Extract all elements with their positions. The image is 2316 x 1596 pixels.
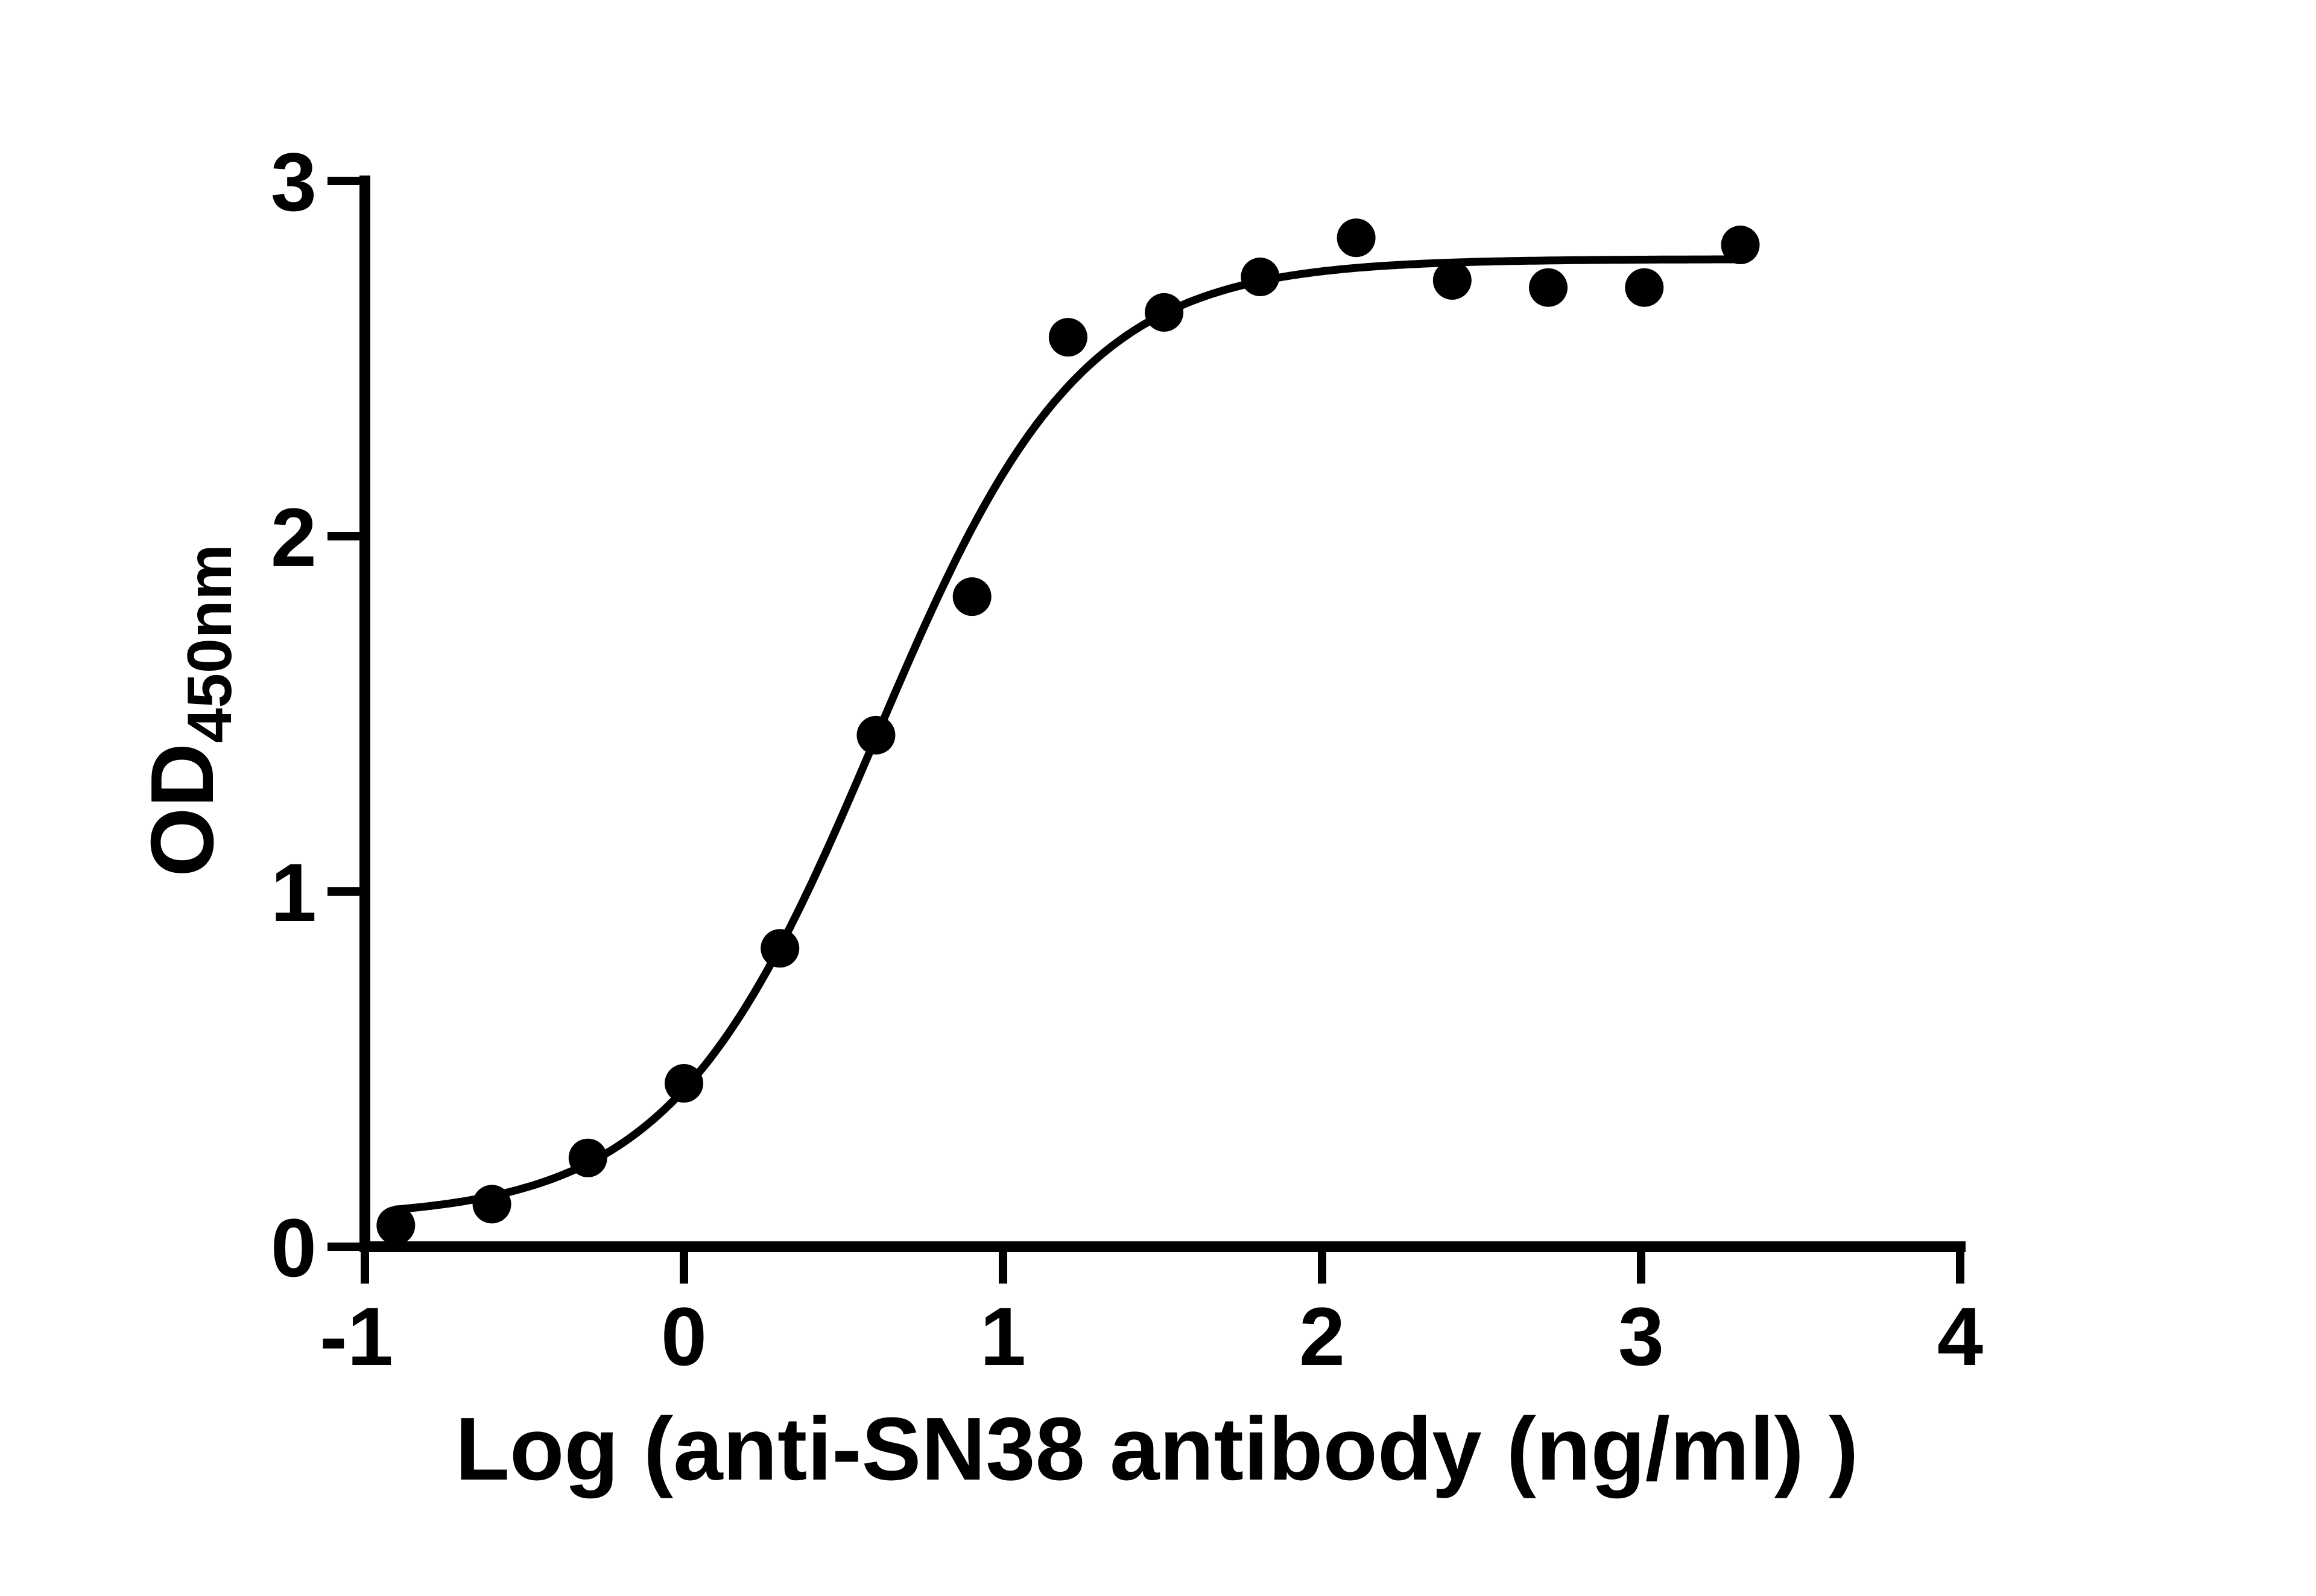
y-axis-title-main: OD — [133, 743, 232, 877]
x-tick-label: 4 — [1937, 1291, 1983, 1383]
y-ticks: 0 1 2 3 — [271, 136, 365, 1294]
x-ticks: -1 0 1 2 3 4 — [320, 1247, 1983, 1383]
x-axis-title: Log (anti-SN38 antibody (ng/ml) ) — [455, 1399, 1859, 1499]
data-point — [1145, 293, 1184, 332]
y-tick-label: 3 — [271, 136, 317, 229]
y-tick-label: 1 — [271, 847, 317, 939]
fit-curve — [391, 255, 1744, 1214]
data-point — [1241, 258, 1280, 297]
y-axis-title: OD450nm — [133, 544, 245, 877]
plot-area — [376, 218, 1760, 1245]
y-tick-label: 0 — [271, 1202, 317, 1294]
data-point — [1529, 268, 1568, 307]
data-point — [1721, 226, 1760, 265]
x-tick-label: 0 — [661, 1291, 707, 1383]
x-tick-label: 2 — [1299, 1291, 1345, 1383]
data-point — [568, 1138, 607, 1177]
data-point — [1625, 268, 1664, 307]
x-tick-label: 3 — [1618, 1291, 1664, 1383]
data-point — [1432, 261, 1472, 300]
data-point — [856, 715, 896, 755]
y-tick-label: 2 — [271, 492, 317, 584]
data-point — [761, 929, 800, 968]
data-point — [665, 1064, 703, 1103]
data-points — [376, 218, 1760, 1245]
data-point — [472, 1185, 511, 1224]
x-tick-label: -1 — [320, 1291, 393, 1383]
data-point — [952, 577, 992, 616]
data-point — [376, 1206, 416, 1245]
y-axis-title-subscript: 450nm — [175, 544, 245, 743]
x-tick-label: 1 — [980, 1291, 1026, 1383]
data-point — [1337, 218, 1376, 258]
data-point — [1048, 318, 1087, 357]
